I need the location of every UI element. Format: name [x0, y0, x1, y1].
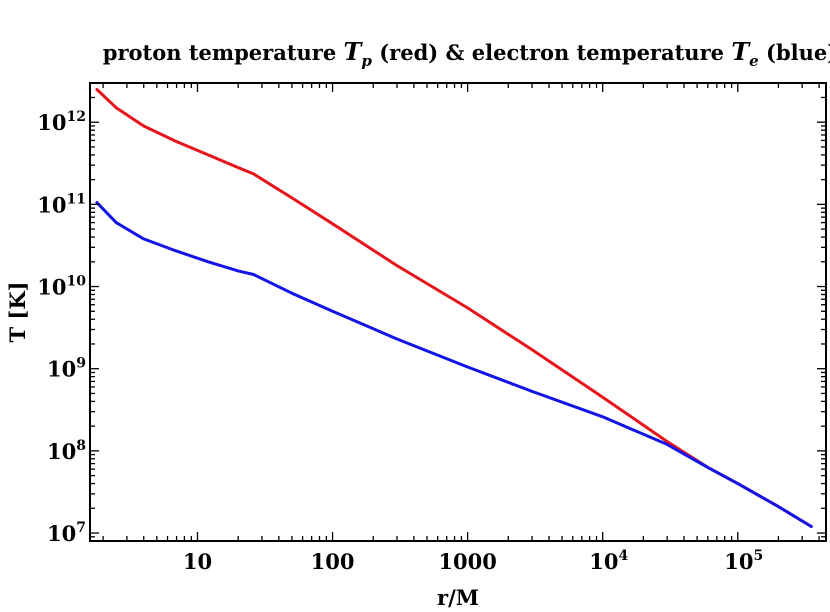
plot-frame — [89, 82, 827, 542]
tick-labels-layer: 10 100 1000 104 105 107 108 109 1010 1011 1012 — [37, 109, 763, 574]
y-tick-label: 1010 — [37, 274, 86, 300]
x-tick-label: 100 — [311, 549, 355, 574]
series-layer — [95, 88, 813, 528]
title-symbol-proton: T — [344, 37, 364, 66]
title-subscript-electron: e — [749, 52, 759, 70]
x-tick-label: 10 — [183, 549, 212, 574]
x-tick-label: 104 — [589, 548, 628, 574]
y-tick-label: 108 — [47, 438, 86, 464]
title-part-3: (blue) — [759, 40, 830, 65]
series-line-proton — [95, 88, 813, 528]
title-part-1: proton temperature — [103, 40, 344, 65]
title-part-2: (red) & electron temperature — [372, 40, 731, 65]
y-tick-label: 1011 — [37, 191, 86, 217]
title-subscript-proton: p — [361, 52, 372, 70]
y-tick-label: 109 — [47, 356, 86, 382]
x-tick-label: 1000 — [438, 549, 496, 574]
x-axis-label: r/M — [437, 585, 479, 610]
title-symbol-electron: T — [731, 37, 751, 66]
y-tick-label: 1012 — [37, 109, 86, 135]
chart-title: proton temperature Tp (red) & electron t… — [103, 37, 830, 70]
y-tick-label: 107 — [47, 520, 86, 546]
series-line-electron — [95, 201, 813, 528]
x-tick-label: 105 — [724, 548, 763, 574]
y-axis-label: T [K] — [5, 281, 30, 342]
